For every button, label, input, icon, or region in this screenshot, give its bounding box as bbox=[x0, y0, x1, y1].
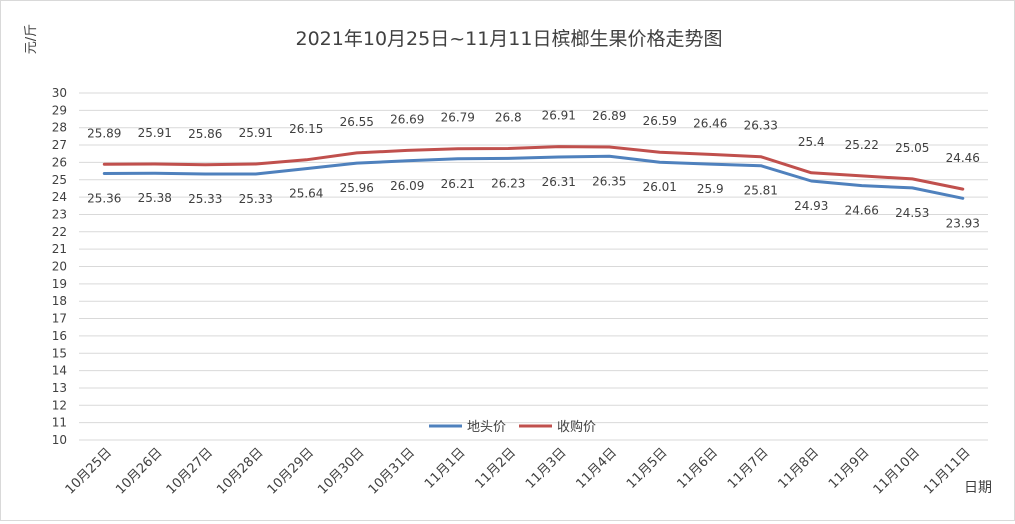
x-tick-label: 11月4日 bbox=[574, 445, 621, 492]
y-tick-label: 25 bbox=[52, 173, 67, 187]
data-labels: 25.36 25.38 25.33 25.33 25.64 25.96 26.09 26.21… bbox=[87, 109, 980, 231]
x-tick-label: 10月31日 bbox=[366, 445, 418, 497]
y-axis-title: 元/斤 bbox=[24, 24, 39, 54]
data-label: 25.89 bbox=[87, 126, 121, 140]
x-tick-label: 10月28日 bbox=[214, 445, 266, 497]
legend: 地头价 收购价 bbox=[429, 419, 596, 435]
data-label: 25.05 bbox=[895, 141, 929, 155]
data-label: 25.91 bbox=[138, 126, 172, 140]
data-label: 24.46 bbox=[946, 151, 980, 165]
y-tick-label: 11 bbox=[52, 416, 67, 430]
y-tick-label: 28 bbox=[52, 121, 67, 135]
data-label: 26.79 bbox=[441, 111, 475, 125]
x-tick-label: 10月29日 bbox=[265, 445, 317, 497]
x-tick-label: 10月30日 bbox=[315, 445, 367, 497]
y-tick-label: 14 bbox=[52, 364, 67, 378]
data-label: 26.01 bbox=[643, 180, 677, 194]
y-tick-label: 19 bbox=[52, 277, 67, 291]
y-tick-label: 17 bbox=[52, 312, 67, 326]
x-tick-label: 10月27日 bbox=[164, 445, 216, 497]
gridlines bbox=[79, 92, 988, 441]
data-label: 25.33 bbox=[188, 192, 222, 206]
data-label: 25.64 bbox=[289, 187, 323, 201]
x-tick-label: 11月1日 bbox=[422, 445, 469, 492]
data-label: 26.31 bbox=[542, 175, 576, 189]
data-label: 25.96 bbox=[340, 181, 374, 195]
legend-label-2: 收购价 bbox=[557, 419, 596, 435]
y-tick-label: 27 bbox=[52, 138, 67, 152]
data-label: 26.23 bbox=[491, 176, 525, 190]
y-tick-label: 24 bbox=[52, 190, 67, 204]
y-axis-ticks: 10 11 12 13 14 15 16 17 18 19 20 21 22 23 24 25 26 27 28 29… bbox=[52, 86, 67, 447]
data-label: 26.35 bbox=[592, 174, 626, 188]
data-label: 26.55 bbox=[340, 115, 374, 129]
data-label: 25.91 bbox=[239, 126, 273, 140]
data-label: 24.53 bbox=[895, 206, 929, 220]
data-label: 25.22 bbox=[845, 138, 879, 152]
data-label: 24.66 bbox=[845, 204, 879, 218]
legend-label-1: 地头价 bbox=[467, 420, 506, 435]
y-tick-label: 20 bbox=[52, 260, 67, 274]
data-label: 24.93 bbox=[794, 199, 828, 213]
x-axis-ticks: 10月25日10月26日10月27日10月28日10月29日10月30日10月3… bbox=[63, 445, 974, 497]
x-tick-label: 11月8日 bbox=[776, 445, 823, 492]
x-axis-title: 日期 bbox=[964, 480, 992, 496]
x-tick-label: 11月6日 bbox=[675, 445, 722, 492]
x-tick-label: 11月2日 bbox=[473, 445, 520, 492]
y-tick-label: 12 bbox=[52, 398, 67, 412]
x-tick-label: 11月3日 bbox=[523, 445, 570, 492]
x-tick-label: 11月9日 bbox=[826, 445, 873, 492]
y-tick-label: 15 bbox=[52, 346, 67, 360]
data-label: 25.81 bbox=[744, 184, 778, 198]
data-label: 23.93 bbox=[946, 216, 980, 230]
data-label: 26.33 bbox=[744, 119, 778, 133]
data-label: 26.09 bbox=[390, 179, 424, 193]
data-label: 25.33 bbox=[239, 192, 273, 206]
data-label: 26.91 bbox=[542, 109, 576, 123]
chart-title: 2021年10月25日~11月11日槟榔生果价格走势图 bbox=[296, 28, 723, 50]
y-tick-label: 13 bbox=[52, 381, 67, 395]
data-label: 26.46 bbox=[693, 116, 727, 130]
data-label: 25.86 bbox=[188, 127, 222, 141]
data-label: 25.4 bbox=[798, 135, 825, 149]
data-label: 25.9 bbox=[697, 182, 724, 196]
series-line-2 bbox=[102, 145, 965, 191]
y-tick-label: 18 bbox=[52, 294, 67, 308]
y-tick-label: 29 bbox=[52, 103, 67, 117]
y-tick-label: 16 bbox=[52, 329, 67, 343]
data-label: 26.8 bbox=[495, 111, 522, 125]
data-label: 26.21 bbox=[441, 177, 475, 191]
y-tick-label: 22 bbox=[52, 225, 67, 239]
data-label: 26.15 bbox=[289, 122, 323, 136]
data-label: 26.89 bbox=[592, 109, 626, 123]
x-tick-label: 10月26日 bbox=[113, 445, 165, 497]
x-tick-label: 11月7日 bbox=[725, 445, 772, 492]
y-tick-label: 30 bbox=[52, 86, 67, 100]
y-tick-label: 21 bbox=[52, 242, 67, 256]
series-lines bbox=[102, 145, 965, 200]
data-label: 26.69 bbox=[390, 112, 424, 126]
y-tick-label: 10 bbox=[52, 433, 67, 447]
series-line-1 bbox=[102, 154, 965, 200]
x-tick-label: 11月10日 bbox=[871, 445, 923, 497]
x-tick-label: 11月5日 bbox=[624, 445, 671, 492]
y-tick-label: 26 bbox=[52, 155, 67, 169]
data-label: 26.59 bbox=[643, 114, 677, 128]
x-tick-label: 10月25日 bbox=[63, 445, 115, 497]
data-label: 25.36 bbox=[87, 192, 121, 206]
data-label: 25.38 bbox=[138, 191, 172, 205]
y-tick-label: 23 bbox=[52, 207, 67, 221]
